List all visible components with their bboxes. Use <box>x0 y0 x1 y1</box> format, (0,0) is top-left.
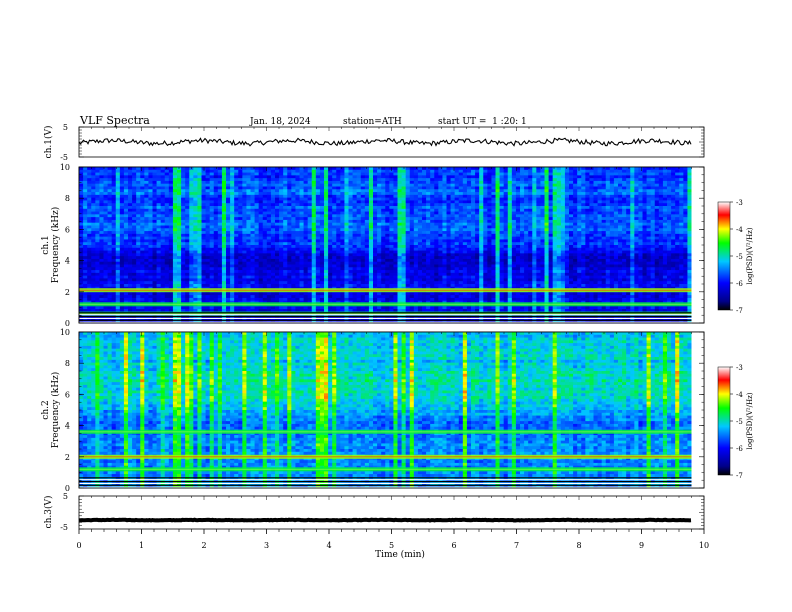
date-label: Jan. 18, 2024 <box>249 117 311 127</box>
time-tick-label: 10 <box>699 541 709 550</box>
colorbar-tick-label: -7 <box>736 472 743 480</box>
ch1-colorbar-label: log(PSD)(V²/Hz) <box>746 227 754 284</box>
figure-title: VLF Spectra <box>79 114 150 127</box>
ch3-waveform-panel: 5 -5 ch.3(V) <box>43 492 705 532</box>
time-axis: 0 1 2 3 4 5 6 7 8 9 10 <box>76 127 709 550</box>
colorbar-tick-label: -6 <box>736 445 743 453</box>
ch2-colorbar-scale <box>717 366 731 476</box>
station-label: station=ATH <box>343 117 402 127</box>
frequency-tick-label: 10 <box>60 328 70 337</box>
ch1-ytick-bottom: -5 <box>60 153 68 162</box>
ch1-waveform-ylabel: ch.1(V) <box>43 126 54 159</box>
colorbar-tick-label: -4 <box>736 391 743 399</box>
ch1-waveform-trace <box>78 137 692 147</box>
frequency-tick-label: 10 <box>60 163 70 172</box>
time-tick-label: 9 <box>639 541 644 550</box>
frequency-tick-label: 4 <box>65 422 70 431</box>
ch1-frequency-axis-label: Frequency (kHz) <box>50 207 61 284</box>
colorbar-tick-label: -3 <box>736 199 743 207</box>
frequency-tick-label: 6 <box>65 225 70 234</box>
colorbar-tick-label: -3 <box>736 364 743 372</box>
ch2-spectrogram-image <box>79 332 704 489</box>
time-tick-label: 1 <box>139 541 144 550</box>
colorbar-tick-label: -4 <box>736 226 743 234</box>
time-tick-label: 7 <box>514 541 519 550</box>
ch1-colorbar-scale <box>717 201 731 311</box>
ch3-ytick-bottom: -5 <box>60 523 68 532</box>
frequency-tick-label: 4 <box>65 257 70 266</box>
frequency-tick-label: 0 <box>65 319 70 328</box>
start-time-label: start UT = 1 :20: 1 <box>438 117 527 127</box>
frequency-tick-label: 2 <box>65 288 70 297</box>
time-tick-label: 8 <box>576 541 581 550</box>
frequency-tick-label: 8 <box>65 194 70 203</box>
ch1-waveform-panel: 5 -5 ch.1(V) <box>43 123 705 162</box>
ch2-spectrogram-panel: ch.2 Frequency (kHz) 0 2 4 6 8 10 <box>41 328 705 493</box>
ch1-colorbar: -3 -4 -5 -6 -7 log(PSD)(V²/Hz) <box>717 199 754 315</box>
frequency-tick-label: 0 <box>65 484 70 493</box>
ch1-waveform-frame <box>78 126 705 158</box>
time-tick-label: 5 <box>389 541 394 550</box>
ch1-spectrogram-panel: ch.1 Frequency (kHz) 0 2 4 6 8 10 <box>41 163 705 328</box>
time-axis-label: Time (min) <box>375 549 425 560</box>
ch2-colorbar-label: log(PSD)(V²/Hz) <box>746 392 754 449</box>
time-tick-label: 0 <box>76 541 81 550</box>
frequency-tick-label: 2 <box>65 453 70 462</box>
ch1-spectrogram-image <box>79 167 704 324</box>
ch1-spectrogram-channel-label: ch.1 <box>41 235 51 254</box>
ch3-waveform-trace <box>78 517 692 523</box>
frequency-tick-label: 8 <box>65 359 70 368</box>
ch3-waveform-frame <box>78 495 705 530</box>
ch3-ytick-top: 5 <box>63 492 68 501</box>
colorbar-tick-label: -7 <box>736 307 743 315</box>
ch1-ytick-top: 5 <box>63 123 68 132</box>
ch2-frequency-axis-label: Frequency (kHz) <box>50 372 61 449</box>
colorbar-tick-label: -6 <box>736 280 743 288</box>
ch3-waveform-ylabel: ch.3(V) <box>43 496 54 529</box>
ch2-spectrogram-channel-label: ch.2 <box>41 400 51 419</box>
colorbar-tick-label: -5 <box>736 418 743 426</box>
frequency-tick-label: 6 <box>65 390 70 399</box>
colorbar-tick-label: -5 <box>736 253 743 261</box>
time-tick-label: 3 <box>264 541 269 550</box>
time-tick-label: 6 <box>451 541 456 550</box>
time-tick-label: 2 <box>201 541 206 550</box>
ch2-colorbar: -3 -4 -5 -6 -7 log(PSD)(V²/Hz) <box>717 364 754 480</box>
time-tick-label: 4 <box>326 541 331 550</box>
